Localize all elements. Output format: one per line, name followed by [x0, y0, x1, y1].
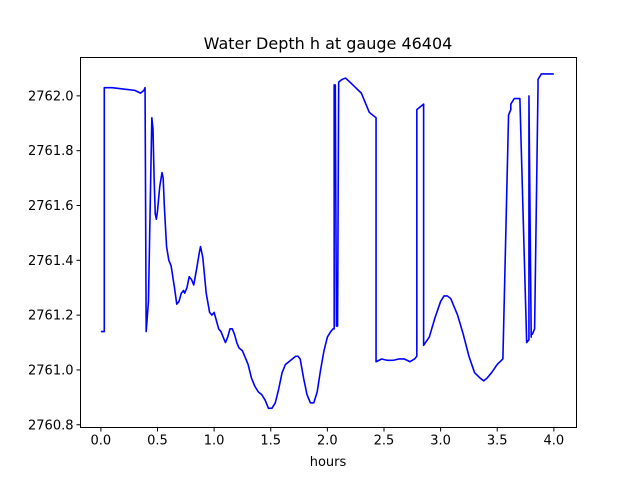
- x-tick-label: 1.5: [260, 434, 281, 449]
- y-tick-label: 2761.6: [28, 199, 74, 214]
- series-line: [100, 73, 554, 410]
- x-axis-label: hours: [310, 455, 347, 470]
- x-tick-label: 4.0: [544, 434, 565, 449]
- x-tick-label: 2.5: [374, 434, 395, 449]
- x-tick-label: 3.5: [487, 434, 508, 449]
- y-tick-label: 2760.8: [28, 418, 74, 433]
- plot-frame: [80, 57, 577, 428]
- series-line-group: [100, 73, 554, 410]
- x-axis-ticks: 0.0 0.5 1.0 1.5 2.0 2.5 3.0 3.5 4.0: [91, 427, 565, 449]
- y-axis-ticks: 2760.8 2761.0 2761.2 2761.4 2761.6 2761.8 2762…: [28, 89, 81, 433]
- y-tick-label: 2761.8: [28, 144, 74, 159]
- x-tick-label: 0.5: [147, 434, 168, 449]
- y-tick-label: 2761.0: [28, 363, 74, 378]
- x-tick-label: 3.0: [430, 434, 451, 449]
- x-tick-label: 1.0: [204, 434, 225, 449]
- y-tick-label: 2761.2: [28, 309, 74, 324]
- x-tick-label: 0.0: [91, 434, 112, 449]
- y-tick-label: 2761.4: [28, 254, 74, 269]
- chart-title: Water Depth h at gauge 46404: [204, 34, 453, 53]
- y-tick-label: 2762.0: [28, 89, 74, 104]
- x-tick-label: 2.0: [317, 434, 338, 449]
